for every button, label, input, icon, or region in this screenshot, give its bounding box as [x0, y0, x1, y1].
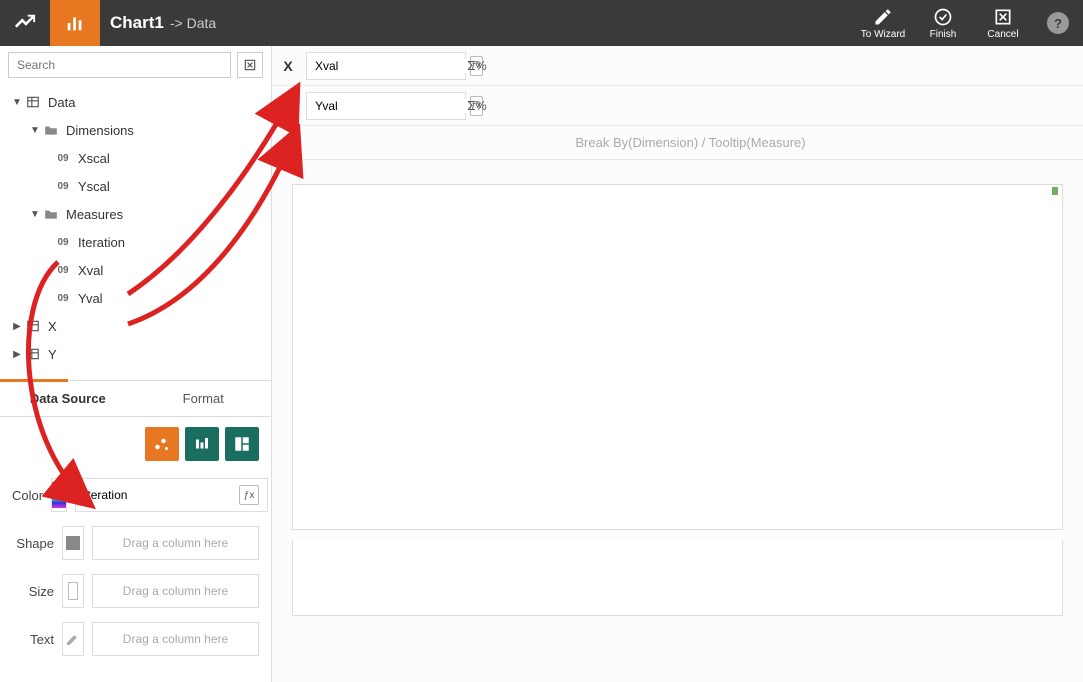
tree-node-x[interactable]: ▶ X — [0, 312, 271, 340]
prop-text: Text Drag a column here — [12, 615, 259, 663]
chart-preview — [292, 184, 1063, 530]
table-icon — [24, 319, 42, 333]
mark-waterfall[interactable] — [185, 427, 219, 461]
fx-icon[interactable]: ƒx — [239, 485, 259, 505]
size-field-drop[interactable]: Drag a column here — [92, 574, 259, 608]
design-tool-icon[interactable] — [0, 0, 50, 46]
chart-canvas-area: X ƒx Σ% Y ƒx Σ% + Break By(Dimension) / … — [272, 46, 1083, 682]
chart-preview-footer — [292, 540, 1063, 616]
prop-color: Color ƒx Σ% — [12, 471, 259, 519]
tree-node-dimensions[interactable]: ▼ Dimensions — [0, 116, 271, 144]
tree-node-y[interactable]: ▶ Y — [0, 340, 271, 368]
side-tabs: Data Source Format — [0, 380, 271, 417]
mark-bar[interactable] — [225, 427, 259, 461]
size-swatch[interactable] — [62, 574, 84, 608]
tree-field-yval[interactable]: 09 Yval — [0, 284, 271, 312]
cancel-button[interactable]: Cancel — [973, 7, 1033, 40]
x-field[interactable]: ƒx — [306, 52, 466, 80]
visual-properties: Color ƒx Σ% Shape Drag a column here Siz… — [0, 471, 271, 663]
field-tree: ▼ Data ▼ Dimensions 09 Xscal 09 Yscal ▼ … — [0, 84, 271, 372]
tree-node-measures[interactable]: ▼ Measures — [0, 200, 271, 228]
y-field[interactable]: ƒx — [306, 92, 466, 120]
to-wizard-button[interactable]: To Wizard — [853, 7, 913, 40]
sigma-icon[interactable]: Σ% — [466, 98, 488, 113]
clear-search-button[interactable] — [237, 52, 263, 78]
caret-icon: ▼ — [10, 97, 24, 108]
x-field-input[interactable] — [315, 59, 470, 73]
search-input[interactable] — [8, 52, 231, 78]
tree-field-yscal[interactable]: 09 Yscal — [0, 172, 271, 200]
folder-icon — [42, 208, 60, 220]
chart-type-icon[interactable] — [50, 0, 100, 46]
breadcrumb: -> Data — [170, 15, 216, 31]
table-icon — [24, 347, 42, 361]
prop-shape: Shape Drag a column here — [12, 519, 259, 567]
app-header: Chart1 -> Data To Wizard Finish Cancel ? — [0, 0, 1083, 46]
table-icon — [24, 95, 42, 109]
sidebar: ▼ Data ▼ Dimensions 09 Xscal 09 Yscal ▼ … — [0, 46, 272, 682]
sigma-icon[interactable]: Σ% — [466, 58, 488, 73]
shape-field-drop[interactable]: Drag a column here — [92, 526, 259, 560]
color-field-drop[interactable]: ƒx — [75, 478, 268, 512]
folder-icon — [42, 124, 60, 136]
tree-field-iteration[interactable]: 09 Iteration — [0, 228, 271, 256]
text-field-drop[interactable]: Drag a column here — [92, 622, 259, 656]
prop-size: Size Drag a column here — [12, 567, 259, 615]
mark-type-buttons — [0, 417, 271, 471]
tab-format[interactable]: Format — [136, 381, 272, 416]
caret-icon: ▼ — [28, 209, 42, 220]
tab-data-source[interactable]: Data Source — [0, 381, 136, 416]
shape-swatch[interactable] — [62, 526, 84, 560]
plus-icon: + — [278, 134, 298, 152]
add-shelf[interactable]: + Break By(Dimension) / Tooltip(Measure) — [272, 126, 1083, 160]
y-axis-shelf[interactable]: Y ƒx Σ% — [272, 86, 1083, 126]
help-icon[interactable]: ? — [1047, 12, 1069, 34]
x-axis-shelf[interactable]: X ƒx Σ% — [272, 46, 1083, 86]
tree-field-xscal[interactable]: 09 Xscal — [0, 144, 271, 172]
caret-icon: ▼ — [28, 125, 42, 136]
color-field-input[interactable] — [84, 488, 239, 502]
tree-node-data[interactable]: ▼ Data — [0, 88, 271, 116]
caret-icon: ▶ — [10, 321, 24, 332]
chart-title: Chart1 — [110, 13, 164, 33]
text-swatch[interactable] — [62, 622, 84, 656]
finish-button[interactable]: Finish — [913, 7, 973, 40]
caret-icon: ▶ — [10, 349, 24, 360]
mark-scatter[interactable] — [145, 427, 179, 461]
color-swatch[interactable] — [51, 478, 67, 512]
tree-field-xval[interactable]: 09 Xval — [0, 256, 271, 284]
y-field-input[interactable] — [315, 99, 470, 113]
